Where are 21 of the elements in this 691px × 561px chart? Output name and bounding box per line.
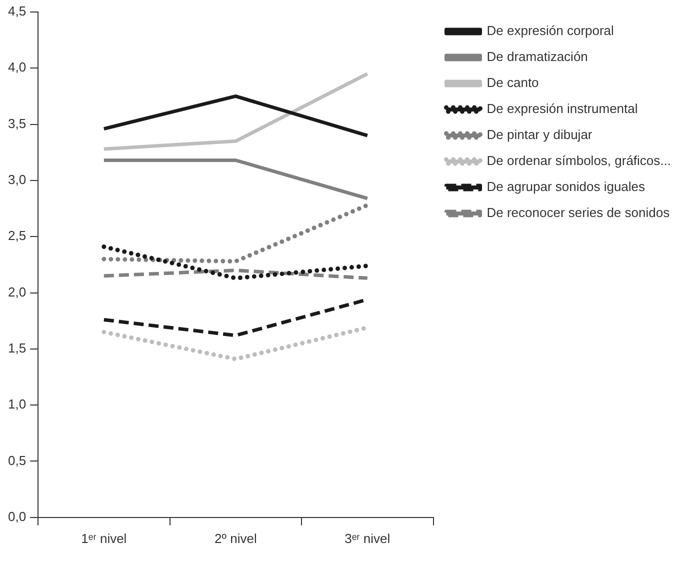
legend-label: De pintar y dibujar (486, 127, 593, 142)
y-tick-label: 4,5 (8, 4, 26, 19)
legend-label: De dramatización (486, 49, 588, 64)
y-tick-label: 1,0 (8, 396, 26, 412)
x-tick-label: 1ᵉʳ nivel (81, 530, 127, 546)
x-tick-label: 2º nivel (214, 530, 257, 546)
y-tick-label: 1,5 (8, 340, 26, 356)
legend-label: De reconocer series de sonidos (486, 205, 670, 220)
y-tick-label: 3,5 (8, 116, 26, 131)
y-tick-label: 4,0 (8, 60, 26, 75)
y-tick-label: 2,0 (8, 284, 26, 300)
legend-label: De expresión instrumental (486, 101, 638, 116)
legend-label: De ordenar símbolos, gráficos... (486, 153, 672, 168)
y-tick-label: 2,5 (8, 228, 26, 244)
y-tick-label: 0,5 (8, 452, 26, 468)
legend-label: De expresión corporal (486, 23, 614, 38)
y-tick-label: 3,0 (8, 172, 26, 188)
legend-label: De canto (486, 75, 539, 90)
legend-label: De agrupar sonidos iguales (486, 179, 646, 194)
x-tick-label: 3ᵉʳ nivel (344, 530, 390, 546)
y-tick-label: 0,0 (8, 508, 26, 524)
